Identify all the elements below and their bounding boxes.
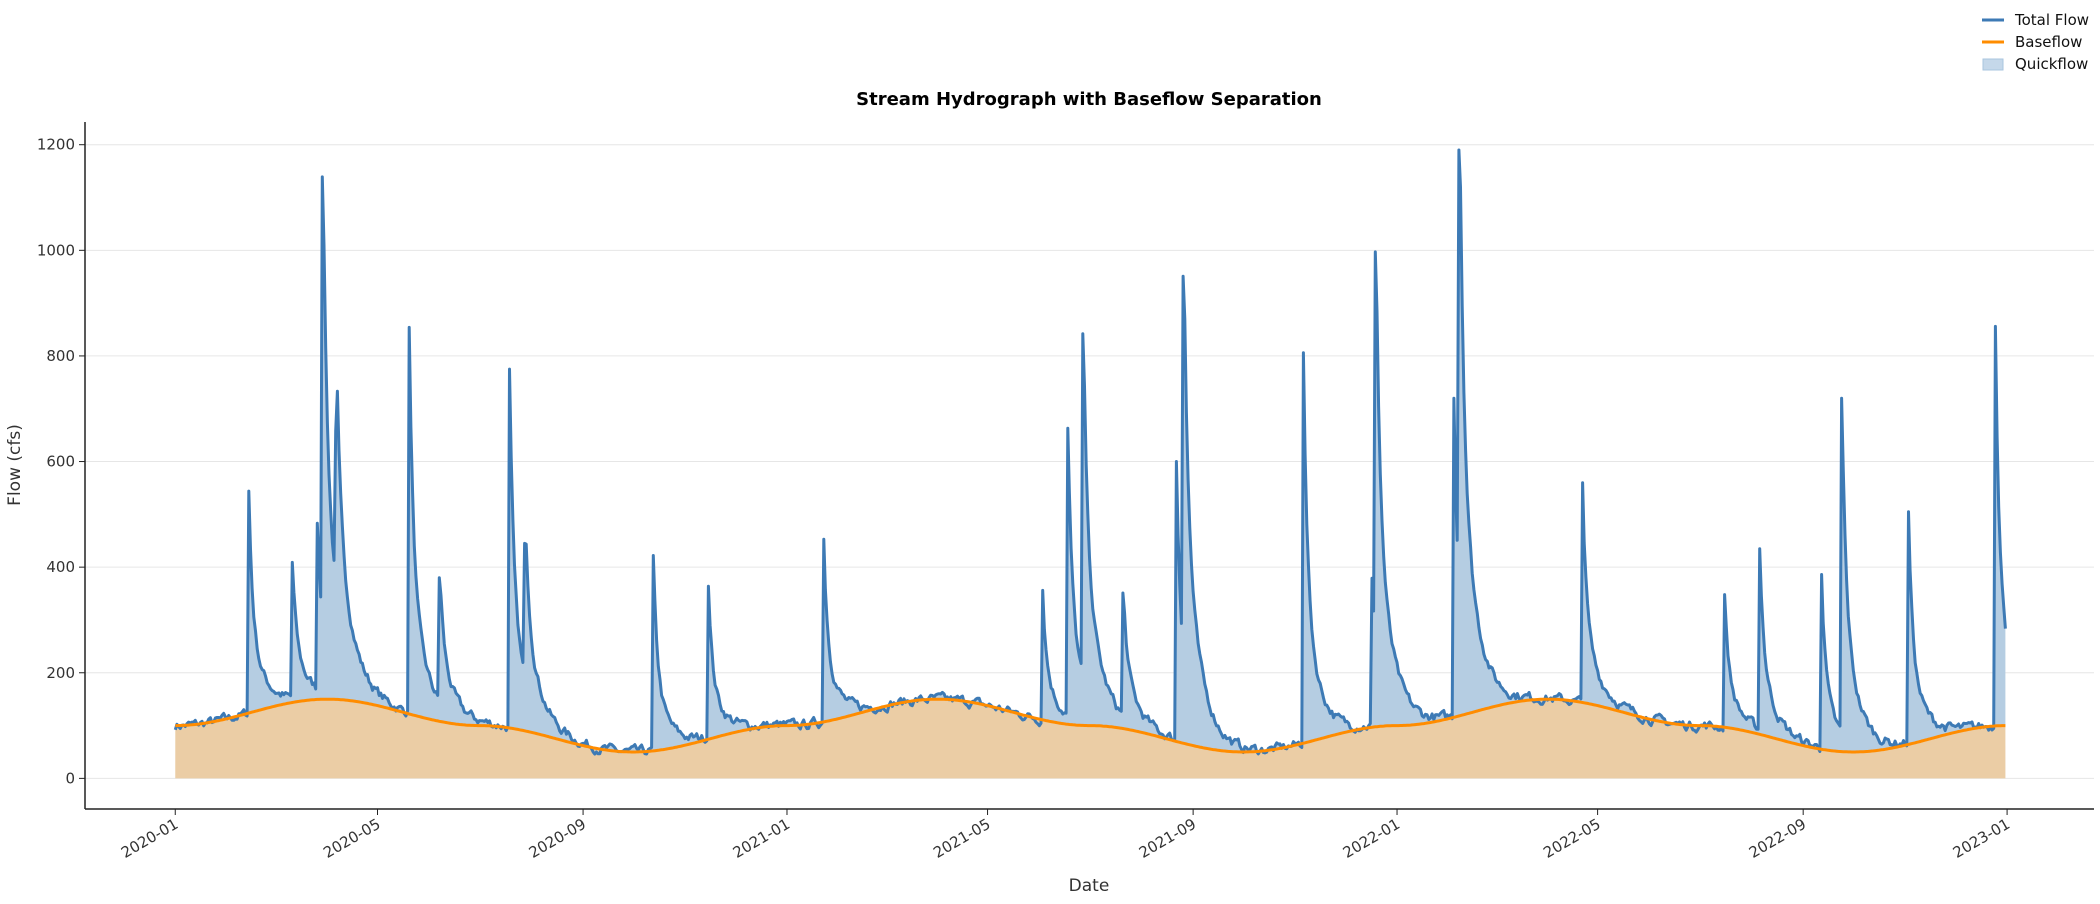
y-tick-label: 400 bbox=[46, 558, 75, 576]
x-tick-label: 2022-05 bbox=[1540, 815, 1603, 862]
y-axis-label: Flow (cfs) bbox=[5, 424, 25, 506]
legend-baseflow-label: Baseflow bbox=[2015, 33, 2082, 51]
chart-title: Stream Hydrograph with Baseflow Separati… bbox=[856, 89, 1322, 110]
x-tick-label: 2020-05 bbox=[320, 815, 383, 862]
quickflow-area bbox=[175, 150, 2006, 752]
y-tick-label: 600 bbox=[46, 453, 75, 471]
x-tick-label: 2021-05 bbox=[930, 815, 993, 862]
legend-total-flow-label: Total Flow bbox=[2014, 11, 2089, 29]
x-tick-label: 2020-09 bbox=[526, 815, 589, 862]
plot-lines bbox=[173, 148, 2007, 756]
y-tick-label: 0 bbox=[65, 769, 75, 787]
x-tick-label: 2021-01 bbox=[730, 815, 793, 862]
x-tick-label: 2021-09 bbox=[1136, 815, 1199, 862]
x-tick-label: 2020-01 bbox=[118, 815, 181, 862]
legend: Total Flow Baseflow Quickflow bbox=[1982, 11, 2089, 73]
x-axis-ticks: 2020-01 2020-05 2020-09 2021-01 2021-05 2021-… bbox=[118, 809, 2013, 862]
y-tick-label: 1200 bbox=[37, 136, 75, 154]
x-tick-label: 2023-01 bbox=[1950, 815, 2013, 862]
plot-areas bbox=[175, 150, 2006, 779]
y-tick-label: 1000 bbox=[37, 241, 75, 259]
y-axis-ticks: 0 200 400 600 800 1000 1200 bbox=[37, 136, 85, 787]
baseflow-line bbox=[175, 697, 2006, 754]
baseflow-area bbox=[175, 699, 2006, 779]
y-tick-label: 800 bbox=[46, 347, 75, 365]
x-tick-label: 2022-09 bbox=[1746, 815, 1809, 862]
y-tick-label: 200 bbox=[46, 664, 75, 682]
x-axis-label: Date bbox=[1069, 876, 1110, 896]
legend-quickflow-swatch bbox=[1982, 58, 2004, 71]
x-tick-label: 2022-01 bbox=[1340, 815, 1403, 862]
legend-quickflow-label: Quickflow bbox=[2015, 55, 2088, 73]
